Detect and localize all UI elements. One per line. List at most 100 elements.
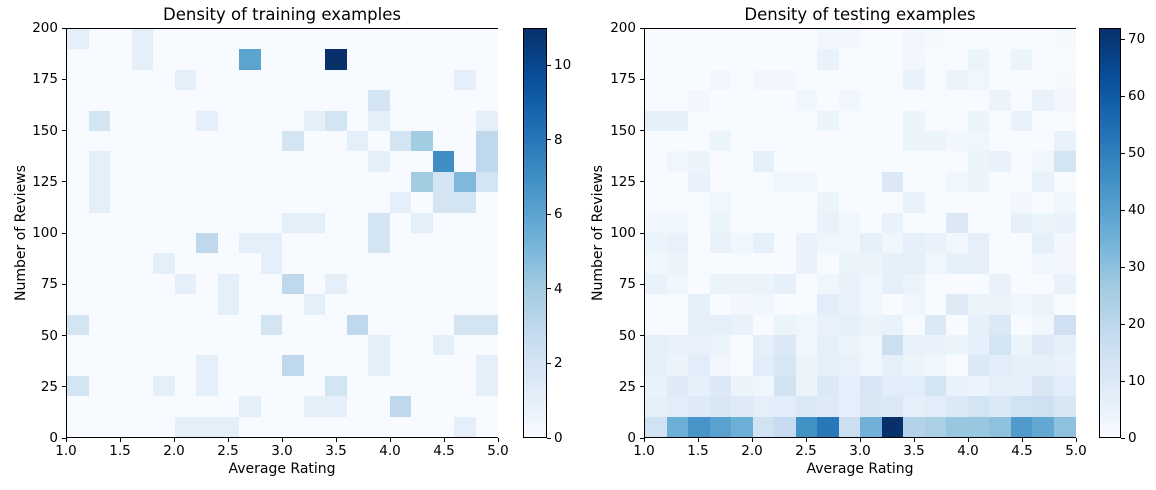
- heatmap-cell: [325, 29, 347, 50]
- heatmap-cell: [838, 151, 861, 173]
- heatmap-cell: [688, 49, 710, 71]
- heatmap-cell: [946, 110, 968, 132]
- heatmap-cell: [432, 49, 455, 71]
- heatmap-cell: [838, 253, 861, 275]
- heatmap-cell: [454, 294, 476, 316]
- heatmap-cell: [389, 253, 412, 275]
- heatmap-cell: [1053, 416, 1076, 438]
- heatmap-cell: [1032, 29, 1054, 50]
- heatmap-cell: [645, 273, 667, 295]
- heatmap-cell: [881, 110, 904, 132]
- heatmap-cell: [924, 375, 947, 397]
- heatmap-cell: [838, 110, 861, 132]
- heatmap-cell: [752, 151, 775, 173]
- heatmap-cell: [731, 29, 753, 50]
- heatmap-cell: [389, 151, 412, 173]
- heatmap-cell: [432, 131, 455, 152]
- x-tick-mark: [805, 438, 807, 442]
- x-tick-mark: [751, 438, 753, 442]
- heatmap-cell: [282, 29, 304, 50]
- heatmap-cell: [475, 69, 498, 91]
- heatmap-cell: [946, 335, 968, 356]
- heatmap-cell: [1010, 192, 1033, 214]
- heatmap-cell: [411, 49, 433, 71]
- heatmap-cell: [860, 192, 882, 214]
- heatmap-cell: [88, 253, 111, 275]
- heatmap-cell: [946, 49, 968, 71]
- heatmap-cell: [282, 375, 304, 397]
- heatmap-cell: [260, 273, 283, 295]
- heatmap-cell: [346, 253, 369, 275]
- heatmap-cell: [411, 151, 433, 173]
- heatmap-cell: [795, 131, 818, 152]
- colorbar-tick-label: 0: [1128, 430, 1137, 446]
- heatmap-cell: [1010, 416, 1033, 438]
- heatmap-cell: [860, 294, 882, 316]
- x-tick-label: 2.0: [741, 443, 763, 459]
- heatmap-cell: [432, 90, 455, 112]
- heatmap-cell: [432, 69, 455, 91]
- x-tick-mark: [643, 438, 645, 442]
- colorbar-tick-mark: [1121, 152, 1125, 154]
- heatmap-cell: [282, 294, 304, 316]
- heatmap-cell: [860, 233, 882, 254]
- heatmap-cell: [196, 314, 218, 336]
- heatmap-cell: [795, 29, 818, 50]
- heatmap-cell: [174, 375, 197, 397]
- heatmap-cell: [110, 396, 132, 418]
- heatmap-cell: [881, 375, 904, 397]
- heatmap-cell: [260, 151, 283, 173]
- heatmap-cell: [924, 69, 947, 91]
- heatmap-cell: [666, 171, 689, 193]
- heatmap-cell: [795, 375, 818, 397]
- heatmap-cell: [688, 171, 710, 193]
- heatmap-cell: [303, 273, 326, 295]
- chart-title-training: Density of training examples: [163, 5, 401, 24]
- heatmap-cell: [1032, 294, 1054, 316]
- colorbar-tick-label: 2: [554, 355, 563, 372]
- heatmap-cell: [174, 416, 197, 438]
- y-tick-mark: [62, 232, 66, 234]
- heatmap-cell: [967, 416, 990, 438]
- heatmap-cell: [67, 192, 89, 214]
- heatmap-cell: [709, 151, 732, 173]
- heatmap-cell: [303, 49, 326, 71]
- heatmap-cell: [795, 49, 818, 71]
- heatmap-cell: [1032, 90, 1054, 112]
- heatmap-cell: [196, 69, 218, 91]
- chart-title-testing: Density of testing examples: [744, 5, 976, 24]
- heatmap-cell: [774, 29, 796, 50]
- heatmap-cell: [645, 375, 667, 397]
- heatmap-cell: [131, 69, 154, 91]
- heatmap-cell: [303, 212, 326, 234]
- heatmap-cell: [709, 90, 732, 112]
- heatmap-cell: [131, 110, 154, 132]
- heatmap-cell: [709, 294, 732, 316]
- heatmap-cell: [1053, 314, 1076, 336]
- colorbar-tick-mark: [547, 139, 551, 141]
- heatmap-cell: [1010, 396, 1033, 418]
- heatmap-cell: [989, 253, 1011, 275]
- heatmap-cell: [454, 253, 476, 275]
- heatmap-cell: [817, 233, 839, 254]
- heatmap-cell: [174, 273, 197, 295]
- heatmap-cell: [645, 212, 667, 234]
- heatmap-cell: [67, 375, 89, 397]
- heatmap-cell: [110, 253, 132, 275]
- heatmap-cell: [260, 233, 283, 254]
- heatmap-cell: [282, 151, 304, 173]
- heatmap-cell: [217, 29, 240, 50]
- heatmap-cell: [110, 314, 132, 336]
- heatmap-cell: [666, 375, 689, 397]
- heatmap-cell: [131, 212, 154, 234]
- heatmap-cell: [774, 131, 796, 152]
- heatmap-cell: [411, 416, 433, 438]
- heatmap-cell: [217, 416, 240, 438]
- heatmap-cell: [1032, 355, 1054, 377]
- x-tick-mark: [281, 438, 283, 442]
- heatmap-cell: [752, 416, 775, 438]
- heatmap-cell: [1032, 49, 1054, 71]
- heatmap-cell: [153, 416, 175, 438]
- colorbar-tick-label: 50: [1128, 145, 1146, 162]
- x-tick-label: 3.0: [271, 443, 293, 459]
